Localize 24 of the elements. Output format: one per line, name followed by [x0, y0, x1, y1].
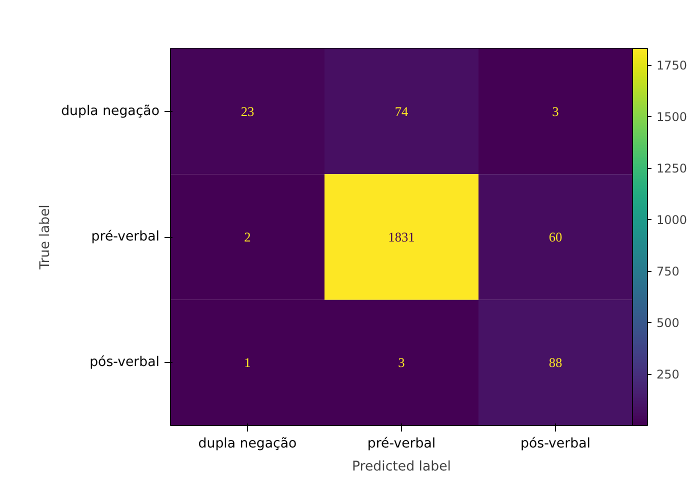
data-label: 60: [548, 230, 562, 244]
data-label: 88: [548, 355, 562, 370]
x-axis-title: Predicted label: [352, 460, 452, 474]
y-axis-title: True label: [38, 204, 54, 270]
x-tick-label: dupla negação: [198, 436, 297, 452]
color-bar-label: 1250: [656, 162, 688, 176]
data-label: 3: [552, 104, 560, 119]
data-label: 3: [398, 355, 406, 370]
color-bar-label: 1500: [656, 110, 688, 124]
data-label: 74: [394, 104, 408, 119]
x-tick-label: pós-verbal: [520, 436, 590, 452]
data-label: 1831: [388, 230, 415, 244]
color-bar-label: 1000: [656, 213, 688, 228]
data-label: 2: [244, 230, 251, 244]
data-label: 23: [240, 104, 254, 119]
color-bar-label: 500: [656, 316, 680, 330]
y-tick-label: dupla negação: [61, 104, 160, 119]
y-tick-label: pré-verbal: [91, 230, 160, 244]
data-label: 1: [244, 355, 251, 370]
color-bar-label: 750: [656, 264, 680, 279]
color-bar-label: 1750: [656, 58, 688, 73]
x-tick-label: pré-verbal: [367, 436, 436, 452]
y-tick-label: pós-verbal: [90, 355, 160, 370]
color-bar-label: 250: [656, 368, 680, 382]
